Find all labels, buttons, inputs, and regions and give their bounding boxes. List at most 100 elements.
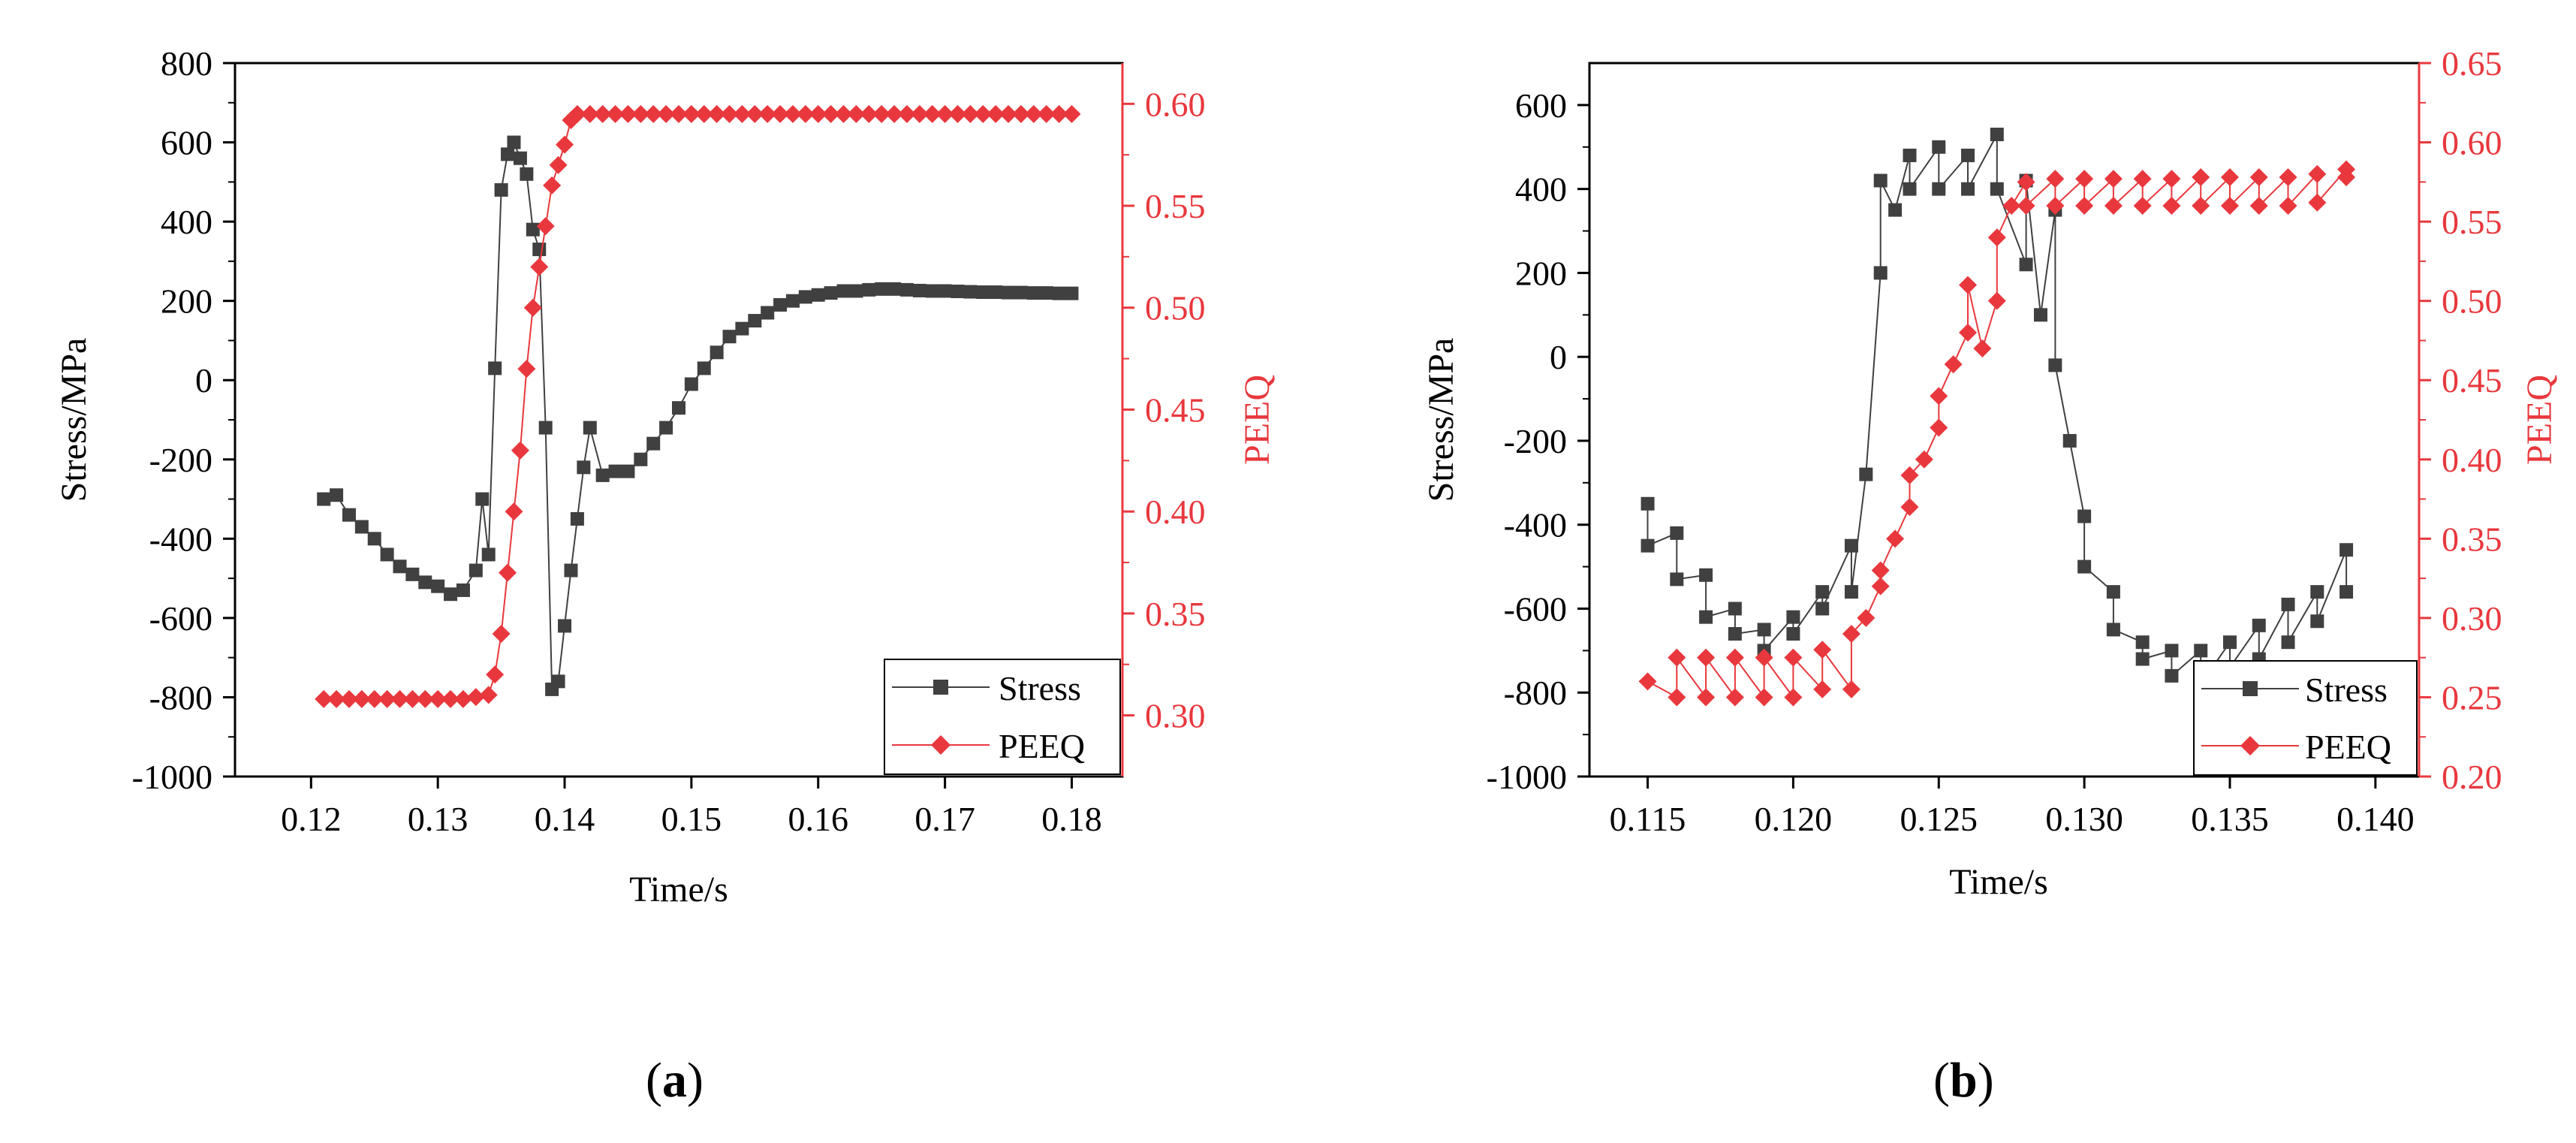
- peeq-point: [403, 689, 422, 708]
- peeq-point: [733, 104, 752, 123]
- stress-point: [1873, 266, 1888, 280]
- stress-point: [925, 284, 939, 298]
- tick-marks: 0.115 0.120 0.125 0.130 0.135 0.140 -1000 -800 -…: [1487, 44, 2502, 838]
- stress-point: [342, 508, 356, 522]
- legend-stress-label: Stress: [999, 669, 1081, 707]
- peeq-point: [2192, 197, 2210, 215]
- stress-point: [836, 284, 851, 298]
- peeq-point: [441, 689, 460, 708]
- peeq-point: [2220, 197, 2239, 215]
- peeq-point: [365, 689, 384, 708]
- stress-point: [1757, 623, 1771, 637]
- stress-point: [564, 563, 578, 578]
- x-tick-label: 0.130: [2045, 800, 2123, 838]
- right-tick-label: 0.25: [2442, 678, 2502, 716]
- peeq-point: [2133, 197, 2152, 215]
- peeq-point: [809, 104, 827, 123]
- peeq-point: [1842, 625, 1860, 643]
- stress-series-line: [323, 140, 1072, 692]
- legend-stress-marker: [2243, 681, 2258, 696]
- stress-point: [785, 294, 800, 308]
- left-tick-label: 400: [1515, 170, 1567, 209]
- peeq-point: [1871, 577, 1890, 596]
- stress-point: [1670, 526, 1684, 540]
- peeq-point: [897, 104, 916, 123]
- stress-point: [773, 297, 788, 312]
- peeq-point: [2192, 168, 2210, 186]
- legend-stress-label: Stress: [2305, 671, 2388, 709]
- plot-data: [315, 104, 1081, 708]
- stress-point: [558, 619, 572, 633]
- stress-point: [354, 520, 369, 534]
- right-tick-label: 0.60: [2442, 124, 2502, 162]
- peeq-point: [783, 104, 802, 123]
- left-tick-label: -800: [149, 678, 212, 716]
- peeq-series-line: [1647, 167, 2348, 700]
- peeq-point: [505, 502, 523, 521]
- peeq-point: [2308, 193, 2327, 212]
- stress-point: [1014, 285, 1028, 300]
- peeq-point: [2002, 197, 2021, 215]
- peeq-point: [1842, 680, 1860, 698]
- peeq-point: [453, 689, 472, 708]
- peeq-point: [644, 104, 663, 123]
- peeq-point: [2046, 197, 2065, 215]
- stress-point: [1844, 585, 1858, 599]
- peeq-point: [974, 104, 993, 123]
- stress-point: [380, 547, 394, 562]
- peeq-point: [1725, 688, 1744, 707]
- left-tick-label: 600: [161, 124, 212, 162]
- peeq-point: [2220, 168, 2239, 186]
- stress-point: [951, 285, 965, 298]
- peeq-point: [1697, 688, 1716, 707]
- stress-point: [526, 222, 540, 237]
- right-tick-label: 0.65: [2442, 44, 2502, 83]
- peeq-point: [1062, 104, 1081, 123]
- peeq-point: [961, 104, 980, 123]
- peeq-point: [1755, 688, 1773, 707]
- peeq-point: [2249, 197, 2268, 215]
- peeq-point: [948, 104, 967, 123]
- stress-point: [1728, 627, 1742, 641]
- stress-point: [2033, 308, 2047, 322]
- stress-point: [608, 464, 622, 478]
- legend-peeq-marker: [931, 735, 951, 755]
- stress-point: [862, 282, 876, 297]
- stress-point: [2339, 543, 2354, 557]
- stress-point: [672, 401, 685, 415]
- right-tick-label: 0.55: [2442, 203, 2502, 241]
- stress-point: [317, 492, 331, 506]
- right-tick-label: 0.20: [2442, 758, 2502, 796]
- stress-point: [1641, 496, 1655, 511]
- left-axis-title: Stress/MPa: [54, 338, 94, 502]
- peeq-point: [499, 563, 517, 582]
- stress-point: [2135, 635, 2150, 650]
- stress-point: [748, 314, 762, 328]
- stress-point: [849, 284, 863, 298]
- stress-point: [475, 492, 490, 506]
- panel-label: (a): [646, 1053, 704, 1108]
- peeq-point: [1668, 648, 1686, 667]
- peeq-point: [2017, 197, 2035, 215]
- stress-point: [899, 282, 914, 297]
- peeq-point: [339, 689, 358, 708]
- peeq-point: [796, 104, 815, 123]
- right-tick-label: 0.35: [1145, 595, 1206, 633]
- chart-panel-a: 0.12 0.13 0.14 0.15 0.16 0.17 0.18 -1000 -800 -60…: [54, 44, 1277, 1108]
- stress-point: [912, 283, 926, 297]
- peeq-point: [327, 689, 346, 708]
- x-tick-label: 0.135: [2191, 800, 2269, 838]
- left-tick-label: 200: [161, 282, 212, 321]
- stress-point: [469, 563, 483, 578]
- peeq-point: [580, 104, 599, 123]
- peeq-point: [987, 104, 1005, 123]
- peeq-point: [536, 217, 555, 236]
- peeq-point: [486, 665, 505, 684]
- x-tick-label: 0.140: [2336, 800, 2415, 838]
- stress-point: [811, 288, 825, 302]
- peeq-point: [378, 689, 396, 708]
- peeq-point: [593, 104, 612, 123]
- peeq-point: [416, 689, 435, 708]
